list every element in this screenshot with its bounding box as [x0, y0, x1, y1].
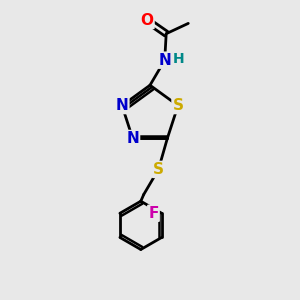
Text: S: S — [172, 98, 184, 113]
Text: N: N — [126, 131, 139, 146]
Text: S: S — [153, 162, 164, 177]
Text: O: O — [141, 13, 154, 28]
Text: N: N — [116, 98, 128, 113]
Text: F: F — [148, 206, 159, 221]
Text: H: H — [173, 52, 184, 66]
Text: N: N — [158, 53, 171, 68]
